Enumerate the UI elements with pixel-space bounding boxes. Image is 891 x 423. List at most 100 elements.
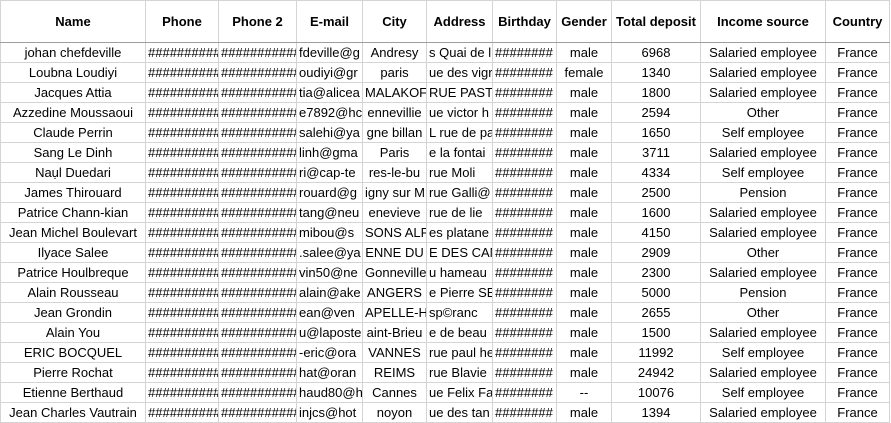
country-cell[interactable]: France — [825, 162, 890, 183]
city-cell[interactable]: MALAKOFF — [362, 82, 427, 103]
total-deposit-cell[interactable]: 1500 — [611, 322, 701, 343]
country-cell[interactable]: France — [825, 402, 890, 423]
total-deposit-cell[interactable]: 1650 — [611, 122, 701, 143]
name-cell[interactable]: Pierre Rochat — [0, 362, 146, 383]
birthday-cell[interactable]: ######## — [492, 122, 557, 143]
address-cell[interactable]: es platane — [426, 222, 493, 243]
address-cell[interactable]: rue paul he — [426, 342, 493, 363]
name-cell[interactable]: Azzedine Moussaoui — [0, 102, 146, 123]
address-cell[interactable]: ue victor h — [426, 102, 493, 123]
phone-2-cell[interactable]: ########### — [218, 162, 297, 183]
total-deposit-cell[interactable]: 1340 — [611, 62, 701, 83]
email-cell[interactable]: mibou@s — [296, 222, 363, 243]
phone-2-cell[interactable]: ########### — [218, 402, 297, 423]
total-deposit-cell[interactable]: 4334 — [611, 162, 701, 183]
income-source-cell[interactable]: Salaried employee — [700, 202, 826, 223]
income-source-cell[interactable]: Self employee — [700, 162, 826, 183]
country-cell[interactable]: France — [825, 262, 890, 283]
gender-cell[interactable]: male — [556, 182, 612, 203]
email-cell[interactable]: vin50@ne — [296, 262, 363, 283]
gender-cell[interactable]: male — [556, 262, 612, 283]
email-cell[interactable]: e7892@hc — [296, 102, 363, 123]
header-cell[interactable]: Phone — [145, 0, 219, 43]
phone-cell[interactable]: ########## — [145, 402, 219, 423]
total-deposit-cell[interactable]: 5000 — [611, 282, 701, 303]
name-cell[interactable]: Loubna Loudiyi — [0, 62, 146, 83]
phone-2-cell[interactable]: ########### — [218, 62, 297, 83]
phone-cell[interactable]: ########## — [145, 182, 219, 203]
address-cell[interactable]: u hameau — [426, 262, 493, 283]
address-cell[interactable]: rue de lie — [426, 202, 493, 223]
email-cell[interactable]: linh@gma — [296, 142, 363, 163]
birthday-cell[interactable]: ######## — [492, 102, 557, 123]
phone-cell[interactable]: ########## — [145, 222, 219, 243]
city-cell[interactable]: Gonneville — [362, 262, 427, 283]
phone-2-cell[interactable]: ########### — [218, 322, 297, 343]
country-cell[interactable]: France — [825, 282, 890, 303]
birthday-cell[interactable]: ######## — [492, 262, 557, 283]
country-cell[interactable]: France — [825, 182, 890, 203]
total-deposit-cell[interactable]: 1600 — [611, 202, 701, 223]
total-deposit-cell[interactable]: 2594 — [611, 102, 701, 123]
city-cell[interactable]: VANNES — [362, 342, 427, 363]
phone-cell[interactable]: ########## — [145, 322, 219, 343]
phone-2-cell[interactable]: ########### — [218, 262, 297, 283]
birthday-cell[interactable]: ######## — [492, 142, 557, 163]
phone-cell[interactable]: ########## — [145, 202, 219, 223]
city-cell[interactable]: paris — [362, 62, 427, 83]
email-cell[interactable]: ean@ven — [296, 302, 363, 323]
name-cell[interactable]: Alain Rousseau — [0, 282, 146, 303]
address-cell[interactable]: e Pierre SE — [426, 282, 493, 303]
city-cell[interactable]: ennevillie — [362, 102, 427, 123]
header-cell[interactable]: Birthday — [492, 0, 557, 43]
gender-cell[interactable]: male — [556, 222, 612, 243]
phone-cell[interactable]: ########## — [145, 382, 219, 403]
address-cell[interactable]: s Quai de l — [426, 42, 493, 63]
birthday-cell[interactable]: ######## — [492, 302, 557, 323]
total-deposit-cell[interactable]: 3711 — [611, 142, 701, 163]
gender-cell[interactable]: male — [556, 82, 612, 103]
gender-cell[interactable]: male — [556, 402, 612, 423]
city-cell[interactable]: aint-Brieu — [362, 322, 427, 343]
country-cell[interactable]: France — [825, 102, 890, 123]
gender-cell[interactable]: -- — [556, 382, 612, 403]
gender-cell[interactable]: male — [556, 362, 612, 383]
address-cell[interactable]: RUE PASTE — [426, 82, 493, 103]
name-cell[interactable]: Jean Michel Boulevart — [0, 222, 146, 243]
name-cell[interactable]: Jean Charles Vautrain — [0, 402, 146, 423]
income-source-cell[interactable]: Salaried employee — [700, 62, 826, 83]
country-cell[interactable]: France — [825, 242, 890, 263]
name-cell[interactable]: Ilyace Salee — [0, 242, 146, 263]
country-cell[interactable]: France — [825, 302, 890, 323]
phone-2-cell[interactable]: ########### — [218, 122, 297, 143]
name-cell[interactable]: Alain You — [0, 322, 146, 343]
header-cell[interactable]: E-mail — [296, 0, 363, 43]
total-deposit-cell[interactable]: 2655 — [611, 302, 701, 323]
phone-cell[interactable]: ########## — [145, 162, 219, 183]
name-cell[interactable]: Patrice Houlbreque — [0, 262, 146, 283]
total-deposit-cell[interactable]: 1394 — [611, 402, 701, 423]
birthday-cell[interactable]: ######## — [492, 282, 557, 303]
email-cell[interactable]: fdeville@g — [296, 42, 363, 63]
city-cell[interactable]: enevieve — [362, 202, 427, 223]
phone-2-cell[interactable]: ########### — [218, 282, 297, 303]
address-cell[interactable]: rue Moli — [426, 162, 493, 183]
total-deposit-cell[interactable]: 24942 — [611, 362, 701, 383]
header-cell[interactable]: Phone 2 — [218, 0, 297, 43]
phone-2-cell[interactable]: ########### — [218, 302, 297, 323]
city-cell[interactable]: ANGERS — [362, 282, 427, 303]
total-deposit-cell[interactable]: 2500 — [611, 182, 701, 203]
phone-cell[interactable]: ########## — [145, 302, 219, 323]
city-cell[interactable]: igny sur M — [362, 182, 427, 203]
income-source-cell[interactable]: Other — [700, 302, 826, 323]
city-cell[interactable]: Paris — [362, 142, 427, 163]
address-cell[interactable]: ue des vigr — [426, 62, 493, 83]
phone-cell[interactable]: ########## — [145, 282, 219, 303]
gender-cell[interactable]: male — [556, 282, 612, 303]
country-cell[interactable]: France — [825, 322, 890, 343]
phone-2-cell[interactable]: ########### — [218, 82, 297, 103]
birthday-cell[interactable]: ######## — [492, 322, 557, 343]
total-deposit-cell[interactable]: 6968 — [611, 42, 701, 63]
address-cell[interactable]: e la fontai — [426, 142, 493, 163]
address-cell[interactable]: rue Galli@ — [426, 182, 493, 203]
